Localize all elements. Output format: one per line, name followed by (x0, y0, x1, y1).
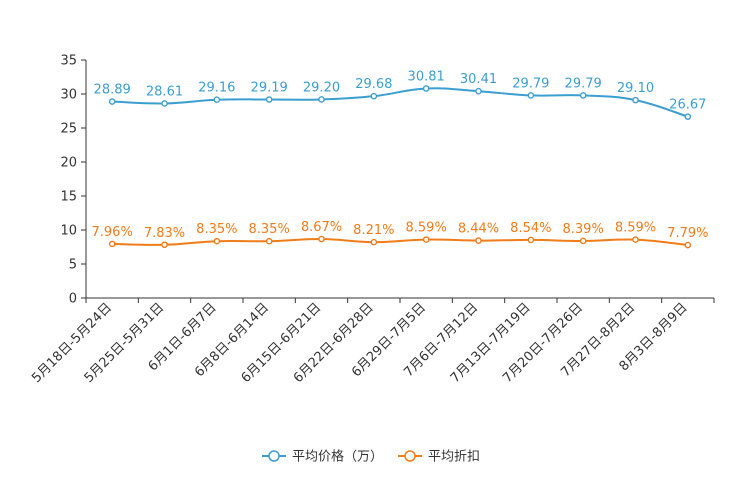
data-point (632, 96, 639, 104)
data-point (527, 236, 535, 244)
data-point (161, 100, 168, 107)
data-point (684, 113, 692, 120)
data-point (265, 96, 273, 103)
series-1: 7.96% 7.83% 8.35% 8.35% 8.67% 8.21% 8.59% 8.44%… (92, 220, 708, 249)
data-label: 29.16 (198, 81, 235, 96)
data-point (579, 237, 587, 245)
data-label: 8.59% (406, 221, 447, 236)
legend-label: 平均价格（万） (292, 449, 383, 465)
series-line-1 (112, 238, 688, 247)
data-point (370, 92, 378, 100)
data-label: 30.81 (408, 69, 445, 84)
data-label: 28.89 (94, 83, 131, 98)
data-label: 8.54% (510, 221, 551, 236)
data-label: 28.61 (146, 84, 183, 99)
legend: 平均价格（万） 平均折扣 (262, 449, 480, 465)
data-point (265, 237, 273, 245)
data-point (161, 241, 168, 249)
data-point (108, 98, 116, 105)
series-line-0 (112, 87, 689, 118)
data-point (318, 96, 325, 103)
y-tick-label: 5 (69, 258, 77, 273)
data-point (370, 238, 378, 246)
data-point (527, 92, 535, 99)
data-label: 8.35% (249, 222, 290, 237)
data-label: 30.41 (460, 72, 497, 87)
data-point (475, 87, 482, 95)
data-label: 8.59% (615, 221, 656, 236)
legend-item-0: 平均价格（万） (262, 449, 383, 465)
data-label: 7.96% (92, 225, 133, 240)
data-label: 8.35% (196, 222, 237, 237)
legend-swatch-marker (268, 450, 280, 462)
data-label: 29.79 (565, 76, 602, 91)
series-layer: 28.89 28.61 29.16 29.19 29.20 29.68 30.81 30.41… (92, 69, 708, 249)
data-label: 26.67 (669, 98, 706, 113)
data-point (632, 236, 639, 243)
data-point (108, 240, 116, 248)
legend-item-1: 平均折扣 (398, 450, 480, 465)
data-label: 8.44% (458, 222, 499, 237)
legend-label: 平均折扣 (428, 450, 480, 465)
y-tick-label: 35 (60, 54, 77, 69)
data-label: 29.79 (512, 76, 549, 91)
data-point (684, 241, 692, 249)
y-tick-label: 30 (60, 88, 77, 103)
data-point (318, 235, 325, 243)
y-tick-label: 20 (60, 156, 77, 171)
data-label: 8.21% (353, 223, 394, 238)
data-label: 8.39% (563, 222, 604, 237)
data-point (579, 92, 587, 99)
data-point (213, 96, 221, 104)
legend-swatch-marker (404, 450, 416, 462)
data-label: 7.83% (144, 226, 185, 241)
y-tick-label: 15 (60, 190, 77, 205)
y-tick-label: 0 (69, 292, 77, 307)
data-point (422, 85, 430, 92)
data-point (422, 236, 430, 243)
data-label: 29.68 (355, 77, 392, 92)
data-point (475, 237, 482, 244)
data-label: 29.10 (617, 81, 654, 96)
y-tick-label: 25 (60, 122, 77, 137)
y-tick-label: 10 (60, 224, 77, 239)
data-label: 29.19 (251, 81, 288, 96)
data-label: 8.67% (301, 220, 342, 235)
data-point (213, 237, 221, 245)
data-label: 29.20 (303, 80, 340, 95)
series-0: 28.89 28.61 29.16 29.19 29.20 29.68 30.81 30.41… (94, 69, 706, 120)
data-label: 7.79% (667, 226, 708, 241)
